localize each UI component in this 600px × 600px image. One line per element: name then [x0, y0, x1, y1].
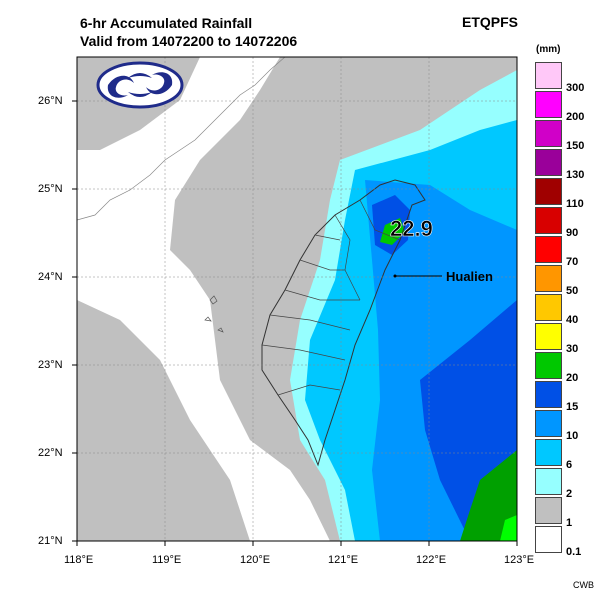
legend-label: 50	[566, 285, 579, 297]
legend-swatch	[535, 526, 562, 553]
legend-label: 110	[566, 198, 584, 210]
legend-label: 15	[566, 401, 579, 413]
rain-20mm-area-se	[460, 450, 517, 541]
credit-label: CWB	[573, 580, 594, 590]
rain-30mm-area	[500, 515, 517, 541]
legend-swatch	[535, 497, 562, 524]
legend-swatch	[535, 323, 562, 350]
legend-unit: (mm)	[536, 44, 561, 55]
legend-swatch	[535, 178, 562, 205]
lat-label-21: 21°N	[38, 535, 63, 547]
lat-label-26: 26°N	[38, 95, 63, 107]
title-line-1: 6-hr Accumulated Rainfall	[80, 15, 253, 31]
lon-label-119: 119°E	[152, 554, 182, 566]
lat-label-24: 24°N	[38, 271, 63, 283]
legend-swatch	[535, 294, 562, 321]
max-value-label: 22.9	[390, 216, 433, 241]
legend-label: 10	[566, 430, 579, 442]
axis-ticks	[72, 100, 518, 546]
legend-label: 300	[566, 82, 585, 94]
lat-label-25: 25°N	[38, 183, 63, 195]
legend-swatch	[535, 62, 562, 89]
legend-label: 90	[566, 227, 579, 239]
chart-title: 6-hr Accumulated Rainfall Valid from 140…	[80, 14, 297, 50]
hualien-marker	[393, 274, 397, 278]
county-boundaries	[261, 199, 401, 396]
penghu-islands	[204, 295, 224, 333]
legend-swatch	[535, 410, 562, 437]
legend-swatch	[535, 91, 562, 118]
lon-label-121: 121°E	[328, 554, 359, 566]
legend-label: 1	[566, 517, 573, 529]
map-frame	[76, 56, 518, 542]
lon-label-123: 123°E	[504, 554, 535, 566]
legend-swatch	[535, 352, 562, 379]
legend-label: 200	[566, 111, 585, 123]
cwb-logo	[96, 61, 184, 109]
legend-swatch	[535, 120, 562, 147]
legend-label: 2	[566, 488, 573, 500]
legend-label: 40	[566, 314, 579, 326]
hualien-label: Hualien	[446, 269, 493, 284]
legend-label: 20	[566, 372, 579, 384]
lon-label-120: 120°E	[240, 554, 271, 566]
legend-swatch	[535, 207, 562, 234]
legend-swatch	[535, 381, 562, 408]
legend-label: 0.1	[566, 546, 582, 558]
legend-swatch	[535, 236, 562, 263]
legend-label: 150	[566, 140, 585, 152]
legend-label: 6	[566, 459, 573, 471]
china-coastline	[77, 57, 286, 221]
legend-swatch	[535, 265, 562, 292]
model-name: ETQPFS	[462, 14, 519, 30]
legend-label: 70	[566, 256, 579, 268]
legend-label: 130	[566, 169, 585, 181]
legend-label: 30	[566, 343, 579, 355]
legend-swatch	[535, 439, 562, 466]
lon-label-122: 122°E	[416, 554, 447, 566]
lon-label-118: 118°E	[64, 554, 94, 566]
title-line-2: Valid from 14072200 to 14072206	[80, 33, 298, 49]
lat-label-22: 22°N	[38, 447, 63, 459]
rain-20mm-area	[380, 218, 405, 245]
legend-swatch	[535, 149, 562, 176]
legend-swatch	[535, 468, 562, 495]
lat-label-23: 23°N	[38, 359, 63, 371]
